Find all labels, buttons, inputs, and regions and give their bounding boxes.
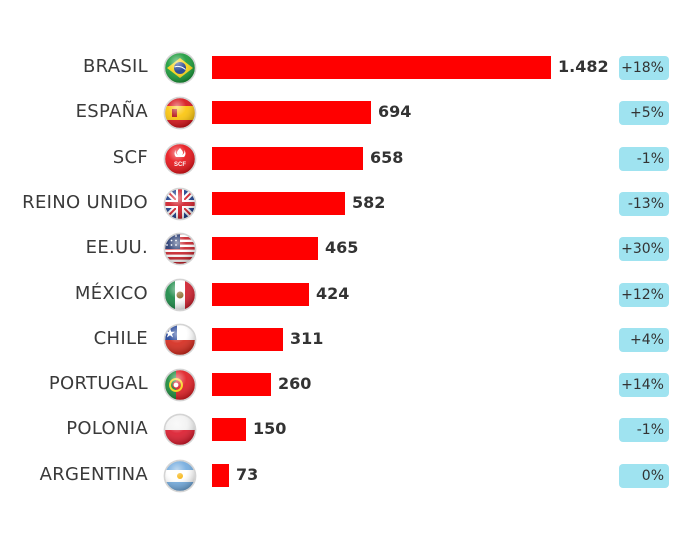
bar-row: CHILE 311 +4% [0,320,700,360]
bar [212,418,246,442]
portugal-flag-icon [163,368,197,402]
category-label: POLONIA [66,418,148,440]
bar [212,373,271,397]
change-badge: +12% [619,282,669,307]
change-badge: -13% [619,191,669,216]
bar-row: MÉXICO 424 +12% [0,275,700,315]
change-badge: +4% [619,327,669,352]
spain-flag-icon [163,96,197,130]
change-badge: +18% [619,56,669,80]
mexico-flag-icon [163,278,197,311]
bar-row: SCF SCF 658 -1% [0,139,700,179]
change-badge: -1% [619,146,669,171]
bar-row: REINO UNIDO 582 -13% [0,184,700,224]
brazil-flag-icon [163,51,197,85]
category-label: ESPAÑA [75,101,148,123]
bar-row: PORTUGAL 260 +14% [0,365,700,405]
bar [212,146,363,170]
argentina-flag-icon [163,459,197,493]
bar [212,237,318,261]
value-label: 150 [253,419,287,439]
bar-row: POLONIA 150 -1% [0,410,700,450]
change-badge: +14% [619,373,669,398]
value-label: 73 [236,464,259,484]
chile-flag-icon [163,323,197,357]
bar [212,56,551,79]
value-label: 582 [352,192,386,212]
bar [212,327,283,351]
category-label: REINO UNIDO [22,191,148,213]
bar [212,282,309,306]
scf-logo-icon: SCF [163,142,197,175]
usa-flag-icon [163,232,197,266]
category-label: PORTUGAL [48,373,148,395]
value-label: 260 [278,374,312,394]
category-label: CHILE [93,327,148,349]
category-label: BRASIL [82,56,148,77]
category-label: EE.UU. [85,237,148,259]
uk-flag-icon [163,187,197,221]
value-label: 694 [378,102,412,122]
change-badge: 0% [619,463,669,488]
category-label: SCF [112,146,148,168]
bar-row: ESPAÑA 694 +5% [0,93,700,133]
value-label: 424 [316,283,350,303]
value-label: 311 [290,328,324,348]
value-label: 658 [370,147,404,167]
bar [212,191,345,215]
poland-flag-icon [163,413,197,447]
category-label: MÉXICO [74,282,148,304]
bar-row: EE.UU. 465 +30% [0,229,700,269]
bar [212,101,371,125]
bar [212,463,229,487]
value-label: 465 [325,238,359,258]
change-badge: +5% [619,101,669,126]
bar-row: BRASIL 1.482 +18% [0,48,700,88]
change-badge: +30% [619,237,669,262]
value-label: 1.482 [558,57,609,76]
change-badge: -1% [619,418,669,443]
category-label: ARGENTINA [39,463,148,485]
bar-row: ARGENTINA 73 0% [0,456,700,496]
